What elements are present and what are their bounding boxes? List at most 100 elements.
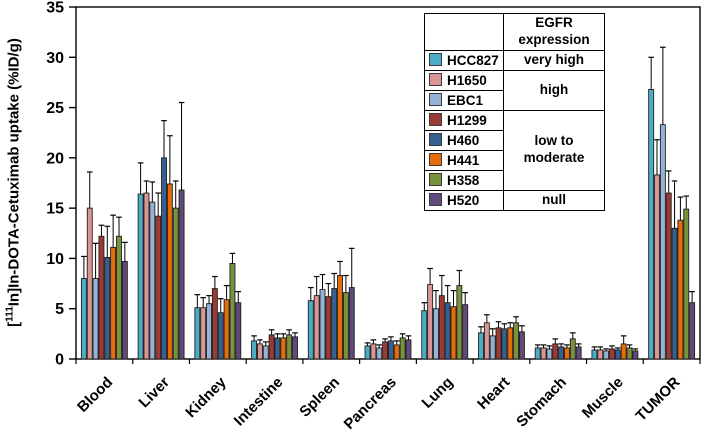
bar-h1299-spleen	[325, 296, 332, 360]
legend-name-cell: HCC827	[424, 49, 504, 71]
legend-expr-null: null	[503, 189, 605, 211]
bar-h358-blood	[116, 235, 122, 360]
bar-h520-pancreas	[405, 339, 412, 360]
bar-hcc827-lung	[421, 310, 428, 360]
bar-h441-lung	[450, 306, 457, 360]
bar-h520-blood	[121, 261, 128, 360]
bar-h520-kidney	[235, 302, 242, 360]
bar-ebc1-lung	[433, 308, 439, 360]
bar-h358-kidney	[229, 263, 236, 360]
legend-row-h460: H460	[424, 129, 605, 151]
bar-h1650-stomach	[540, 347, 547, 360]
bar-h1299-kidney	[211, 288, 218, 360]
y-tick-label: 30	[46, 50, 64, 67]
bar-hcc827-intestine	[251, 340, 258, 360]
bar-hcc827-stomach	[534, 347, 541, 360]
bar-h358-heart	[513, 322, 520, 360]
bar-h358-intestine	[286, 334, 293, 360]
bar-ebc1-heart	[489, 335, 496, 360]
legend-name-cell: H358	[424, 169, 504, 191]
x-label-spleen: Spleen	[296, 374, 343, 421]
x-label-intestine: Intestine	[231, 374, 287, 430]
bar-h520-spleen	[348, 287, 355, 360]
bar-h441-tumor	[677, 219, 684, 360]
x-label-kidney: Kidney	[182, 373, 230, 421]
bar-ebc1-pancreas	[376, 347, 383, 360]
bar-h1299-liver	[155, 215, 162, 360]
x-label-blood: Blood	[74, 374, 116, 416]
bar-h441-kidney	[223, 299, 230, 360]
bar-ebc1-blood	[92, 278, 99, 360]
bar-h358-tumor	[683, 208, 690, 360]
legend-header-row: EGFR expression	[424, 13, 605, 51]
bar-ebc1-kidney	[206, 303, 212, 360]
legend-expr-low-to-moderate: low to moderate	[503, 109, 605, 191]
bar-h358-stomach	[569, 338, 576, 360]
x-label-stomach: Stomach	[513, 374, 570, 431]
bar-h520-heart	[518, 331, 525, 360]
legend-row-h1299: H1299 low to moderate	[424, 109, 605, 191]
legend-header-egfr: EGFR expression	[503, 13, 605, 51]
legend-label-h358: H358	[447, 172, 480, 188]
bar-h460-pancreas	[387, 340, 394, 360]
legend-expr-high: high	[503, 69, 605, 111]
bar-h1299-intestine	[268, 334, 275, 360]
bar-h460-liver	[161, 157, 167, 360]
bar-h1299-muscle	[609, 348, 615, 360]
legend-name-cell: H441	[424, 149, 504, 171]
y-tick-label: 35	[46, 0, 64, 17]
y-tick-label: 5	[55, 301, 64, 318]
bar-h1299-pancreas	[382, 341, 389, 360]
bar-h441-stomach	[564, 347, 570, 360]
bar-h520-liver	[178, 189, 185, 360]
bar-h1650-pancreas	[370, 343, 377, 360]
bar-h460-intestine	[274, 337, 281, 360]
legend-swatch-hcc827	[429, 52, 442, 66]
bar-h1650-lung	[427, 284, 434, 360]
legend-label-h520: H520	[447, 192, 480, 208]
y-tick-label: 10	[46, 251, 64, 268]
bar-h358-lung	[456, 285, 463, 360]
bar-h520-muscle	[632, 350, 639, 360]
legend-swatch-h441	[429, 152, 442, 166]
bar-h1650-spleen	[313, 295, 320, 360]
bar-h460-lung	[444, 302, 451, 360]
bar-h460-kidney	[217, 312, 224, 360]
bar-h358-spleen	[342, 292, 349, 360]
legend-label-h441: H441	[447, 152, 480, 168]
bar-ebc1-tumor	[659, 124, 666, 360]
bar-h460-tumor	[671, 227, 678, 360]
y-tick-label: 20	[46, 150, 64, 167]
bar-hcc827-muscle	[591, 349, 598, 360]
x-label-tumor: TUMOR	[633, 374, 684, 425]
bar-hcc827-liver	[137, 193, 144, 360]
bar-h1299-lung	[438, 295, 445, 360]
y-tick-label: 0	[55, 352, 64, 369]
legend-table: EGFR expression HCC827 very high H1650 h…	[424, 13, 605, 211]
x-label-muscle: Muscle	[579, 374, 627, 422]
bar-ebc1-intestine	[262, 345, 269, 360]
bar-h441-heart	[507, 327, 514, 360]
legend-swatch-h460	[429, 132, 442, 146]
legend-row-h520: H520 null	[424, 189, 605, 211]
bar-hcc827-spleen	[307, 300, 314, 360]
bar-h1299-stomach	[552, 343, 559, 360]
bar-h1650-tumor	[654, 174, 660, 360]
legend-name-cell: H1650	[424, 69, 504, 91]
legend-row-h1650: H1650 high	[424, 69, 605, 111]
bar-h441-pancreas	[393, 344, 400, 360]
legend-label-h1299: H1299	[447, 112, 487, 128]
bar-h520-tumor	[689, 302, 696, 360]
bar-h358-muscle	[626, 347, 633, 360]
legend-name-cell: H520	[424, 189, 504, 211]
bar-h460-muscle	[614, 349, 621, 360]
bar-h460-blood	[104, 256, 111, 360]
legend-name-cell: EBC1	[424, 89, 504, 111]
legend-header-empty-cell	[424, 13, 504, 51]
bar-h1650-heart	[483, 322, 490, 360]
bar-h1650-muscle	[597, 349, 604, 360]
legend-expr-very-high: very high	[503, 49, 605, 71]
bar-h441-liver	[166, 183, 173, 360]
